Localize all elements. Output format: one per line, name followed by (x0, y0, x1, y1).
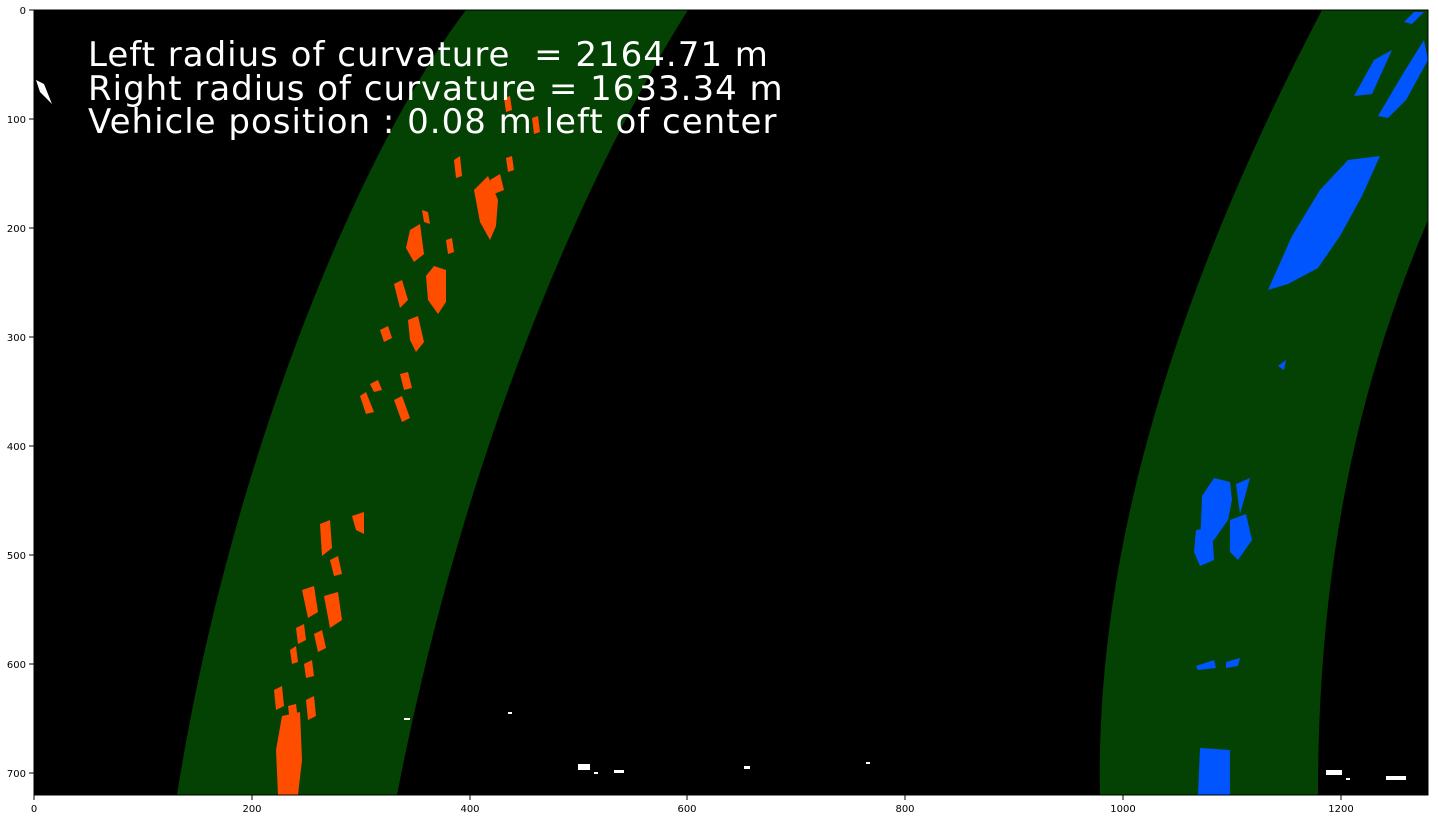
x-tick-label: 1000 (1110, 804, 1135, 815)
y-tick-label: 0 (20, 6, 26, 17)
y-tick-label: 400 (7, 442, 26, 453)
noise-specks (36, 80, 1406, 780)
vehicle-position-text: Vehicle position : 0.08 m left of center (88, 102, 777, 142)
y-tick-label: 300 (7, 333, 26, 344)
y-tick-label: 500 (7, 551, 26, 562)
left-curvature-text: Left radius of curvature = 2164.71 m (88, 35, 769, 75)
x-tick-label: 600 (677, 804, 696, 815)
x-tick-label: 400 (460, 804, 479, 815)
x-axis (33, 795, 1342, 800)
right-curvature-text: Right radius of curvature = 1633.34 m (88, 69, 784, 109)
y-axis (29, 9, 34, 774)
y-tick-label: 100 (7, 115, 26, 126)
y-tick-label: 200 (7, 224, 26, 235)
right-lane-pixels (1194, 12, 1428, 795)
left-lane-pixels (274, 96, 540, 795)
x-tick-label: 0 (31, 804, 37, 815)
x-tick-label: 1200 (1328, 804, 1353, 815)
y-tick-label: 600 (7, 660, 26, 671)
y-tick-label: 700 (7, 769, 26, 780)
x-tick-label: 800 (895, 804, 914, 815)
x-tick-label: 200 (242, 804, 261, 815)
axes-frame (33, 9, 1429, 796)
